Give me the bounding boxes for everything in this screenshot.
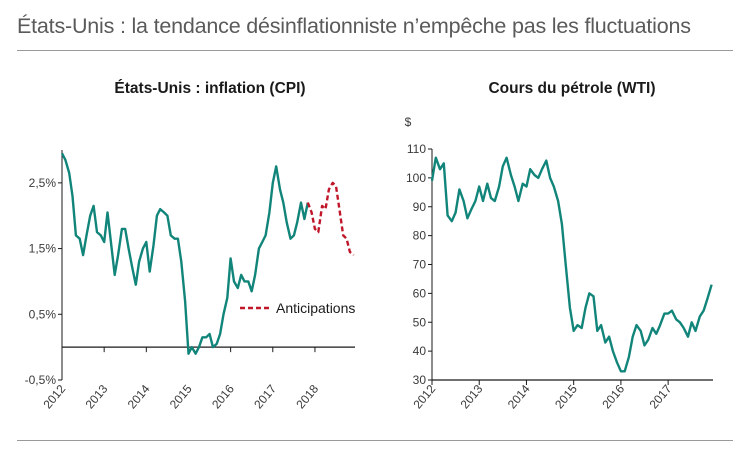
oil-y-tick-label: 50	[413, 315, 427, 329]
oil-y-tick-label: 100	[406, 171, 426, 185]
oil-series-line	[430, 156, 713, 373]
oil-x-tick-label: 2016	[599, 382, 627, 412]
oil-y-unit: $	[405, 115, 412, 129]
cpi-y-tick-label: 1,5%	[29, 242, 57, 256]
oil-x-tick-label: 2015	[552, 382, 580, 412]
cpi-y-tick-label: 2,5%	[29, 176, 57, 190]
top-rule	[17, 50, 733, 51]
figure-title: États-Unis : la tendance désinflationnis…	[17, 14, 691, 38]
cpi-y-tick-label: -0,5%	[25, 373, 57, 387]
oil-x-tick-label: 2017	[647, 382, 675, 412]
oil-x-tick-label: 2014	[505, 382, 533, 412]
oil-y-tick-label: 80	[413, 229, 427, 243]
oil-y-tick-label: 110	[407, 142, 426, 156]
cpi-y-tick-label: 0,5%	[29, 307, 57, 321]
oil-y-tick-label: 60	[413, 286, 427, 300]
oil-y-tick-label: 90	[413, 200, 427, 214]
cpi-chart-title: États-Unis : inflation (CPI)	[114, 80, 305, 97]
oil-x-tick-label: 2013	[458, 382, 486, 412]
bottom-rule	[17, 440, 733, 441]
cpi-forecast-line	[306, 181, 355, 257]
oil-y-tick-label: 30	[413, 373, 427, 387]
legend-forecast-label: Anticipations	[276, 300, 355, 316]
cpi-series-line	[60, 152, 309, 355]
oil-y-tick-label: 40	[413, 344, 427, 358]
oil-y-tick-label: 70	[413, 258, 427, 272]
oil-chart-title: Cours du pétrole (WTI)	[488, 80, 655, 97]
